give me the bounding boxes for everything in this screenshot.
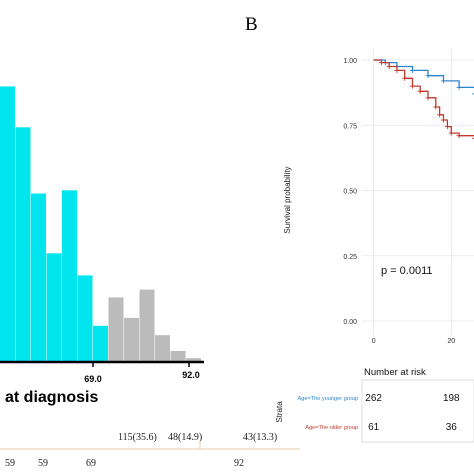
y-tick-label-1: 0.75 xyxy=(343,123,357,130)
histogram-panel: 69.0 92.0 at diagnosis 115(35.6) 48(14.9… xyxy=(0,86,300,469)
y-tick-label-4: 0.00 xyxy=(343,319,357,326)
histogram-tick-label-92: 92.0 xyxy=(182,370,200,380)
histogram-bar-10 xyxy=(139,289,155,363)
histogram-bar-9 xyxy=(124,317,139,362)
histogram-bar-3 xyxy=(31,193,46,362)
histogram-tick-label-69: 69.0 xyxy=(84,374,102,384)
risk-cell-2-1: 61 xyxy=(368,422,380,433)
survival-x-ticks: 02040 xyxy=(372,338,456,345)
y-tick-label-2: 0.50 xyxy=(343,189,357,196)
p-value-annotation: p = 0.0011 xyxy=(381,265,432,277)
histogram-bar-8 xyxy=(108,297,124,362)
histogram-bar-12 xyxy=(170,351,186,362)
risk-table-strata-label: Strata xyxy=(275,401,284,423)
histogram-bar-13 xyxy=(186,358,201,362)
risk-table-box xyxy=(361,379,474,443)
risk-table-rows: Age=The younger group262198136Age=The ol… xyxy=(298,393,461,433)
histogram-bar-11 xyxy=(155,335,170,362)
risk-table-title: Number at risk xyxy=(364,367,426,378)
table-cell-2: 48(14.9) xyxy=(168,432,202,443)
survival-curve-1 xyxy=(373,59,474,95)
panel-label-b: B xyxy=(245,14,258,35)
table-tick-4: 92 xyxy=(234,458,244,469)
risk-cell-2-2: 36 xyxy=(446,422,458,433)
survival-y-ticks: 1.00 0.75 0.50 0.25 0.00 xyxy=(343,58,357,326)
risk-cell-1-1: 262 xyxy=(365,393,382,404)
histogram-bar-4 xyxy=(46,253,62,362)
histogram-bar-7 xyxy=(93,325,108,362)
survival-curve-2 xyxy=(373,59,474,139)
table-tick-3: 69 xyxy=(86,458,96,469)
histogram-x-label: at diagnosis xyxy=(5,389,98,406)
risk-cell-1-2: 198 xyxy=(443,393,460,404)
histogram-bars xyxy=(0,86,201,363)
histogram-bar-2 xyxy=(15,127,31,362)
survival-curves xyxy=(373,59,474,139)
table-cell-3: 43(13.3) xyxy=(243,432,277,443)
plot-background xyxy=(362,50,474,334)
risk-row-label-2: Age=The older group xyxy=(305,425,358,431)
histogram-bar-6 xyxy=(77,275,93,362)
table-tick-2: 59 xyxy=(38,458,48,469)
table-tick-1: 59 xyxy=(5,458,15,469)
y-tick-label-0: 1.00 xyxy=(343,58,357,65)
histogram-bar-1 xyxy=(0,86,15,363)
survival-panel: 1.000.750.500.250.00 02040 Survival prob… xyxy=(275,50,474,443)
survival-y-label: Survival probability xyxy=(283,166,292,233)
risk-row-label-1: Age=The younger group xyxy=(298,396,359,402)
x-tick-label-0: 0 xyxy=(372,338,376,345)
y-tick-label-3: 0.25 xyxy=(343,254,357,261)
x-tick-label-1: 20 xyxy=(447,338,455,345)
histogram-bar-5 xyxy=(62,190,77,362)
table-cell-1: 115(35.6) xyxy=(118,432,157,443)
